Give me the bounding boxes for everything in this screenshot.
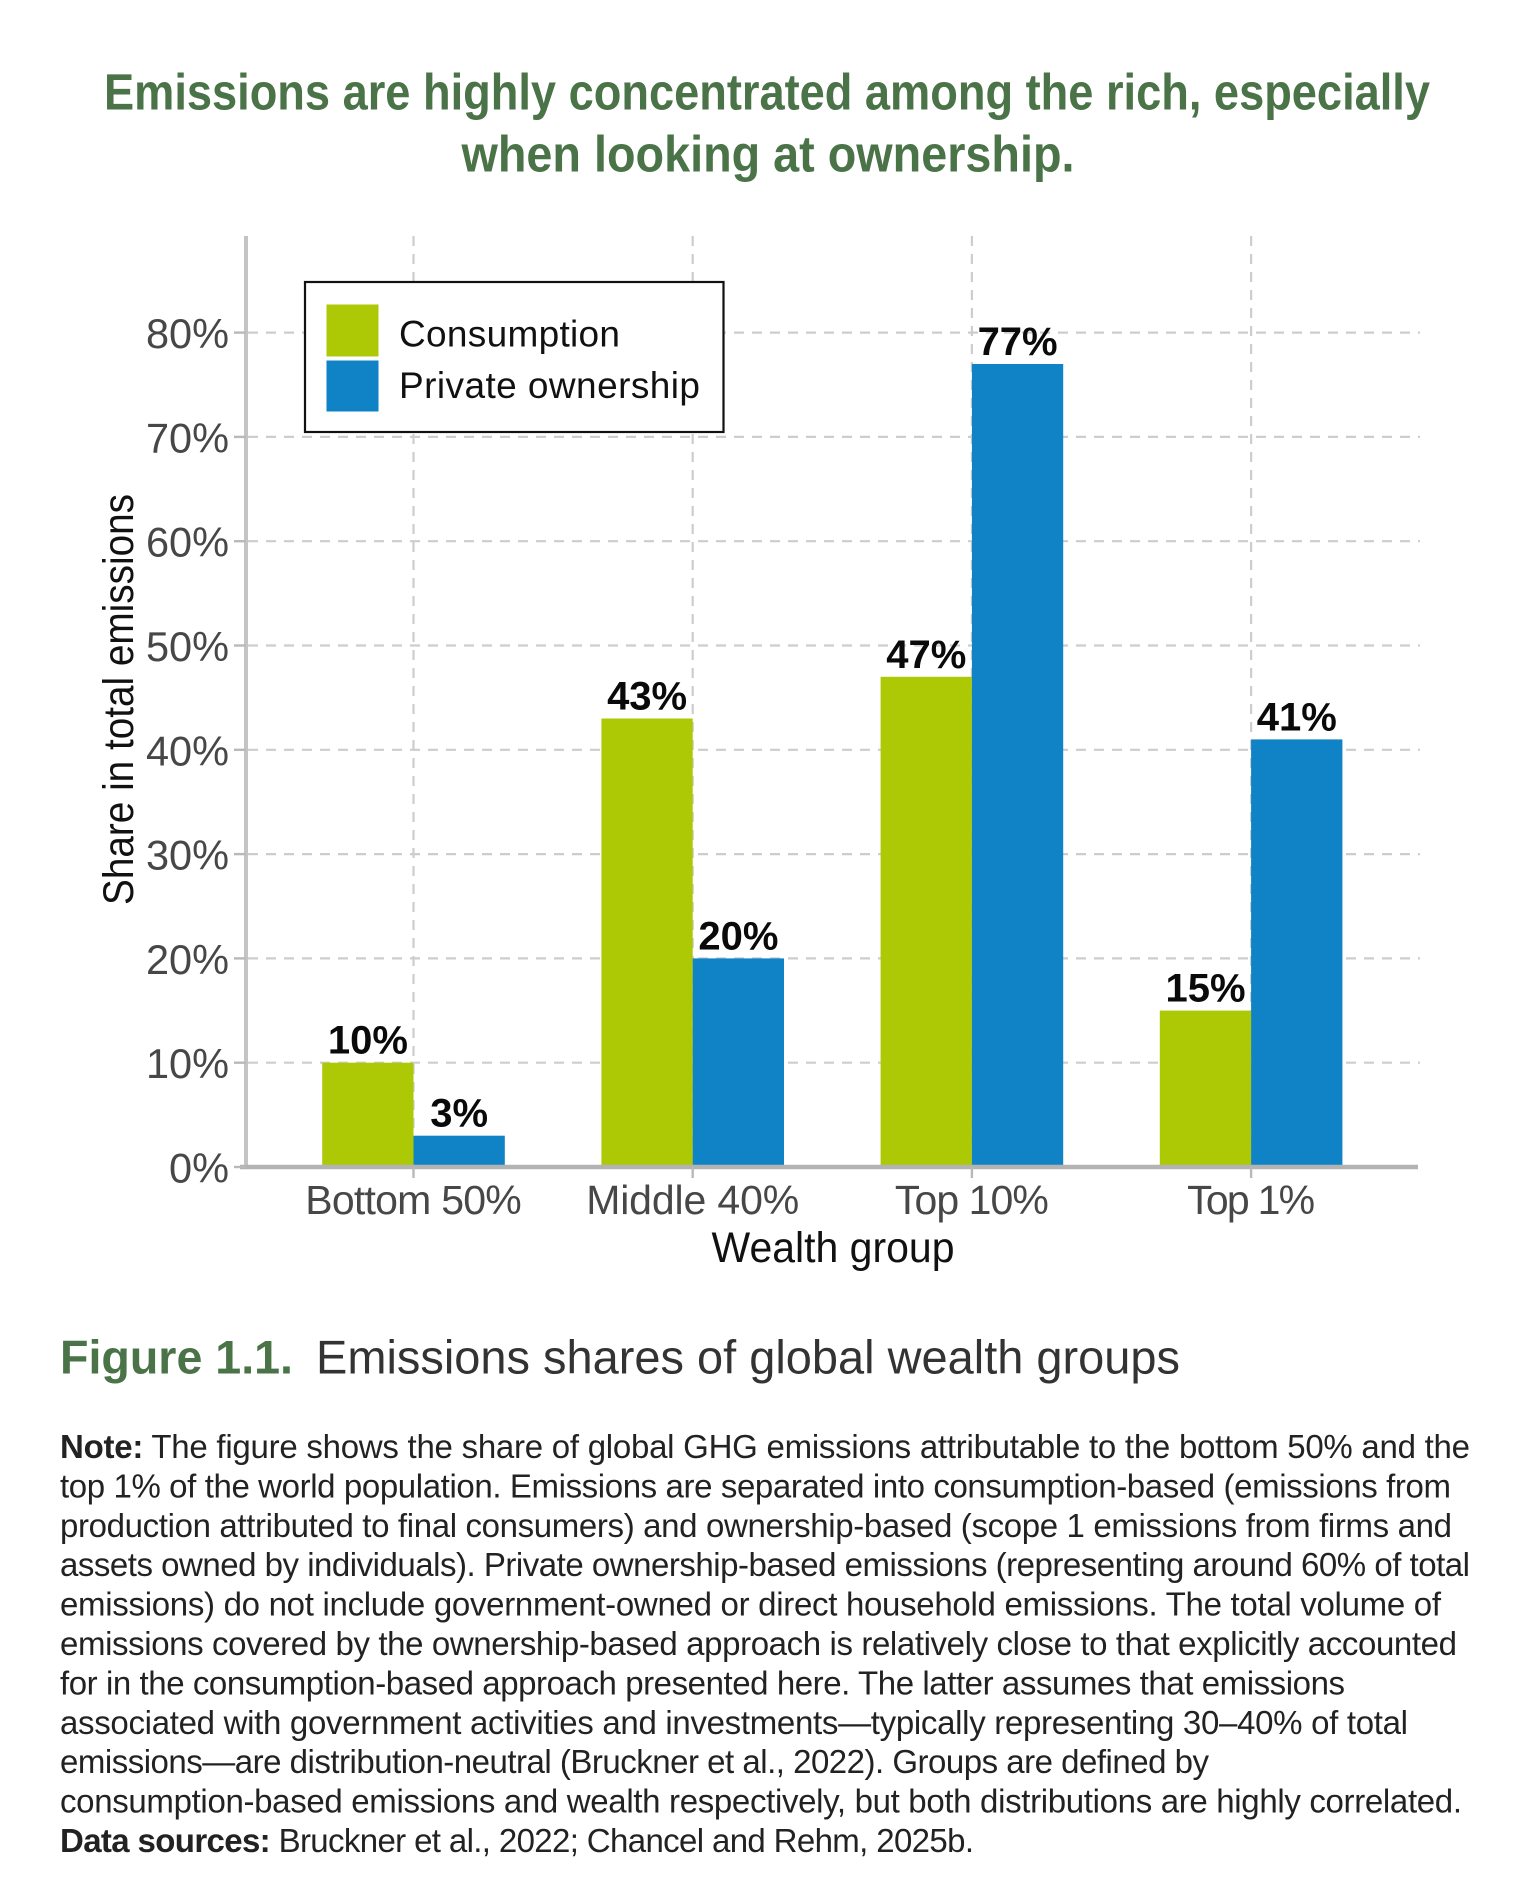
svg-text:emissions—are distribution-neu: emissions—are distribution-neutral (Bruc… — [60, 1743, 1210, 1780]
svg-text:20%: 20% — [146, 936, 229, 983]
svg-text:Consumption: Consumption — [399, 314, 620, 355]
svg-text:10%: 10% — [328, 1019, 408, 1063]
svg-text:emissions covered by the owner: emissions covered by the ownership-based… — [60, 1625, 1457, 1662]
svg-text:Emissions are highly concentra: Emissions are highly concentrated among … — [104, 64, 1431, 121]
svg-text:assets owned by individuals).: assets owned by individuals). Private ow… — [60, 1546, 1470, 1583]
svg-text:15%: 15% — [1165, 967, 1245, 1011]
svg-text:20%: 20% — [698, 914, 778, 958]
svg-text:Middle 40%: Middle 40% — [586, 1177, 799, 1223]
svg-text:top 1% of the world population: top 1% of the world population. Emission… — [60, 1467, 1451, 1504]
svg-text:10%: 10% — [146, 1040, 229, 1087]
svg-text:41%: 41% — [1257, 695, 1337, 739]
svg-text:80%: 80% — [146, 310, 229, 357]
svg-text:Private ownership: Private ownership — [399, 365, 700, 406]
svg-text:60%: 60% — [146, 519, 229, 566]
svg-text:production attributed to final: production attributed to final consumers… — [60, 1507, 1452, 1544]
svg-text:70%: 70% — [146, 414, 229, 461]
svg-text:Note: The figure shows the sha: Note: The figure shows the share of glob… — [60, 1428, 1470, 1465]
svg-text:for in the consumption-based a: for in the consumption-based approach pr… — [60, 1664, 1345, 1701]
svg-text:0%: 0% — [169, 1145, 229, 1192]
svg-text:3%: 3% — [430, 1092, 488, 1136]
svg-text:emissions) do not include gove: emissions) do not include government-own… — [60, 1586, 1442, 1623]
svg-text:Data sources: Bruckner et al.,: Data sources: Bruckner et al., 2022; Cha… — [60, 1822, 974, 1859]
svg-text:Top 1%: Top 1% — [1187, 1177, 1315, 1223]
svg-text:Share in total emissions: Share in total emissions — [95, 494, 143, 905]
svg-text:Emissions shares of global wea: Emissions shares of global wealth groups — [316, 1331, 1180, 1384]
svg-text:Figure 1.1.: Figure 1.1. — [60, 1331, 293, 1384]
svg-text:30%: 30% — [146, 832, 229, 879]
svg-text:43%: 43% — [607, 675, 687, 719]
svg-text:47%: 47% — [886, 633, 966, 677]
svg-text:40%: 40% — [146, 727, 229, 774]
svg-text:associated with government act: associated with government activities an… — [60, 1704, 1408, 1741]
svg-text:when looking at ownership.: when looking at ownership. — [461, 126, 1075, 183]
svg-text:77%: 77% — [978, 320, 1058, 364]
svg-text:Bottom 50%: Bottom 50% — [305, 1177, 522, 1223]
svg-text:Wealth group: Wealth group — [712, 1224, 955, 1272]
svg-text:Top 10%: Top 10% — [895, 1177, 1049, 1223]
svg-text:consumption-based emissions an: consumption-based emissions and wealth r… — [60, 1783, 1462, 1820]
svg-text:50%: 50% — [146, 623, 229, 670]
